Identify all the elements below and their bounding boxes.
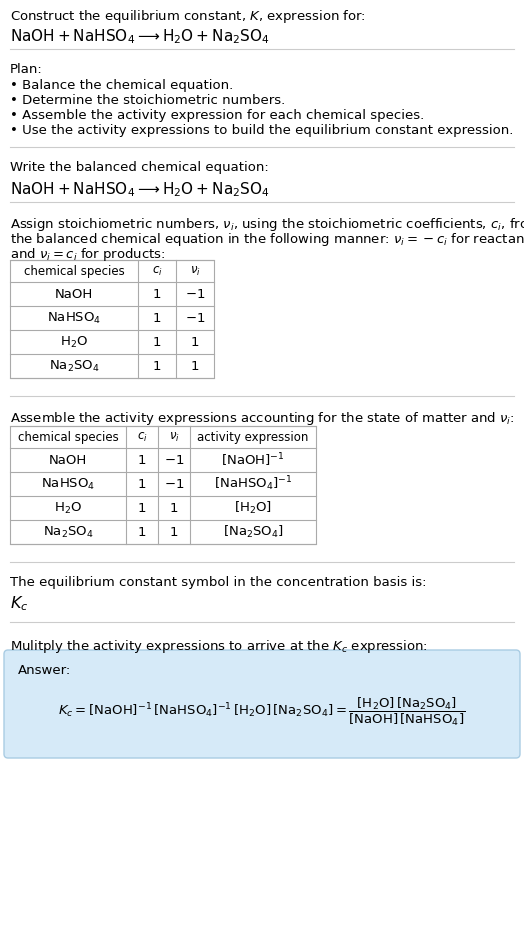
Text: the balanced chemical equation in the following manner: $\nu_i = -c_i$ for react: the balanced chemical equation in the fo… xyxy=(10,231,524,248)
Text: $\nu_i$: $\nu_i$ xyxy=(190,265,200,277)
Text: $\mathrm{NaOH + NaHSO_4 \longrightarrow H_2O + Na_2SO_4}$: $\mathrm{NaOH + NaHSO_4 \longrightarrow … xyxy=(10,180,270,198)
Text: $\mathrm{H_2O}$: $\mathrm{H_2O}$ xyxy=(54,500,82,515)
Text: $K_c = [\mathrm{NaOH}]^{-1}\,[\mathrm{NaHSO_4}]^{-1}\,[\mathrm{H_2O}]\,[\mathrm{: $K_c = [\mathrm{NaOH}]^{-1}\,[\mathrm{Na… xyxy=(58,696,466,728)
Text: $c_i$: $c_i$ xyxy=(137,431,147,443)
Text: NaOH: NaOH xyxy=(55,288,93,301)
Text: $\mathrm{NaOH + NaHSO_4 \longrightarrow H_2O + Na_2SO_4}$: $\mathrm{NaOH + NaHSO_4 \longrightarrow … xyxy=(10,27,270,46)
Text: 1: 1 xyxy=(153,336,161,348)
Text: $-1$: $-1$ xyxy=(185,288,205,301)
Text: • Assemble the activity expression for each chemical species.: • Assemble the activity expression for e… xyxy=(10,109,424,122)
Text: Plan:: Plan: xyxy=(10,63,43,76)
Bar xyxy=(10,260,214,378)
Text: Mulitply the activity expressions to arrive at the $K_c$ expression:: Mulitply the activity expressions to arr… xyxy=(10,638,428,655)
Text: Assemble the activity expressions accounting for the state of matter and $\nu_i$: Assemble the activity expressions accoun… xyxy=(10,410,515,427)
Text: $-1$: $-1$ xyxy=(185,311,205,325)
Text: $\mathrm{Na_2SO_4}$: $\mathrm{Na_2SO_4}$ xyxy=(42,525,93,540)
Text: $[\mathrm{NaHSO_4}]^{-1}$: $[\mathrm{NaHSO_4}]^{-1}$ xyxy=(214,474,292,493)
Text: $\mathrm{H_2O}$: $\mathrm{H_2O}$ xyxy=(60,334,88,349)
Text: $[\mathrm{Na_2SO_4}]$: $[\mathrm{Na_2SO_4}]$ xyxy=(223,524,283,540)
Text: • Balance the chemical equation.: • Balance the chemical equation. xyxy=(10,79,233,92)
Text: Construct the equilibrium constant, $K$, expression for:: Construct the equilibrium constant, $K$,… xyxy=(10,8,366,25)
Text: 1: 1 xyxy=(153,288,161,301)
Text: Answer:: Answer: xyxy=(18,664,71,677)
Text: 1: 1 xyxy=(191,336,199,348)
FancyBboxPatch shape xyxy=(4,650,520,758)
Text: NaOH: NaOH xyxy=(49,454,87,467)
Text: • Determine the stoichiometric numbers.: • Determine the stoichiometric numbers. xyxy=(10,94,285,107)
Text: $[\mathrm{NaOH}]^{-1}$: $[\mathrm{NaOH}]^{-1}$ xyxy=(221,451,285,469)
Text: $-1$: $-1$ xyxy=(164,477,184,491)
Text: $\mathrm{Na_2SO_4}$: $\mathrm{Na_2SO_4}$ xyxy=(49,359,100,374)
Text: 1: 1 xyxy=(191,360,199,373)
Text: $[\mathrm{H_2O}]$: $[\mathrm{H_2O}]$ xyxy=(234,500,272,516)
Text: $-1$: $-1$ xyxy=(164,454,184,467)
Text: 1: 1 xyxy=(170,526,178,538)
Text: chemical species: chemical species xyxy=(24,265,124,277)
Text: $c_i$: $c_i$ xyxy=(151,265,162,277)
Text: $\mathrm{NaHSO_4}$: $\mathrm{NaHSO_4}$ xyxy=(41,476,95,492)
Text: 1: 1 xyxy=(170,501,178,514)
Text: chemical species: chemical species xyxy=(18,431,118,443)
Text: and $\nu_i = c_i$ for products:: and $\nu_i = c_i$ for products: xyxy=(10,246,166,263)
Text: 1: 1 xyxy=(153,360,161,373)
Text: 1: 1 xyxy=(138,477,146,491)
Text: 1: 1 xyxy=(153,311,161,325)
Text: $\nu_i$: $\nu_i$ xyxy=(169,431,179,443)
Text: 1: 1 xyxy=(138,526,146,538)
Text: The equilibrium constant symbol in the concentration basis is:: The equilibrium constant symbol in the c… xyxy=(10,576,427,589)
Text: Write the balanced chemical equation:: Write the balanced chemical equation: xyxy=(10,161,269,174)
Bar xyxy=(10,426,316,544)
Text: • Use the activity expressions to build the equilibrium constant expression.: • Use the activity expressions to build … xyxy=(10,124,514,137)
Text: 1: 1 xyxy=(138,501,146,514)
Text: activity expression: activity expression xyxy=(198,431,309,443)
Text: $\mathrm{NaHSO_4}$: $\mathrm{NaHSO_4}$ xyxy=(47,310,101,326)
Text: $K_c$: $K_c$ xyxy=(10,594,28,613)
Text: Assign stoichiometric numbers, $\nu_i$, using the stoichiometric coefficients, $: Assign stoichiometric numbers, $\nu_i$, … xyxy=(10,216,524,233)
Text: 1: 1 xyxy=(138,454,146,467)
